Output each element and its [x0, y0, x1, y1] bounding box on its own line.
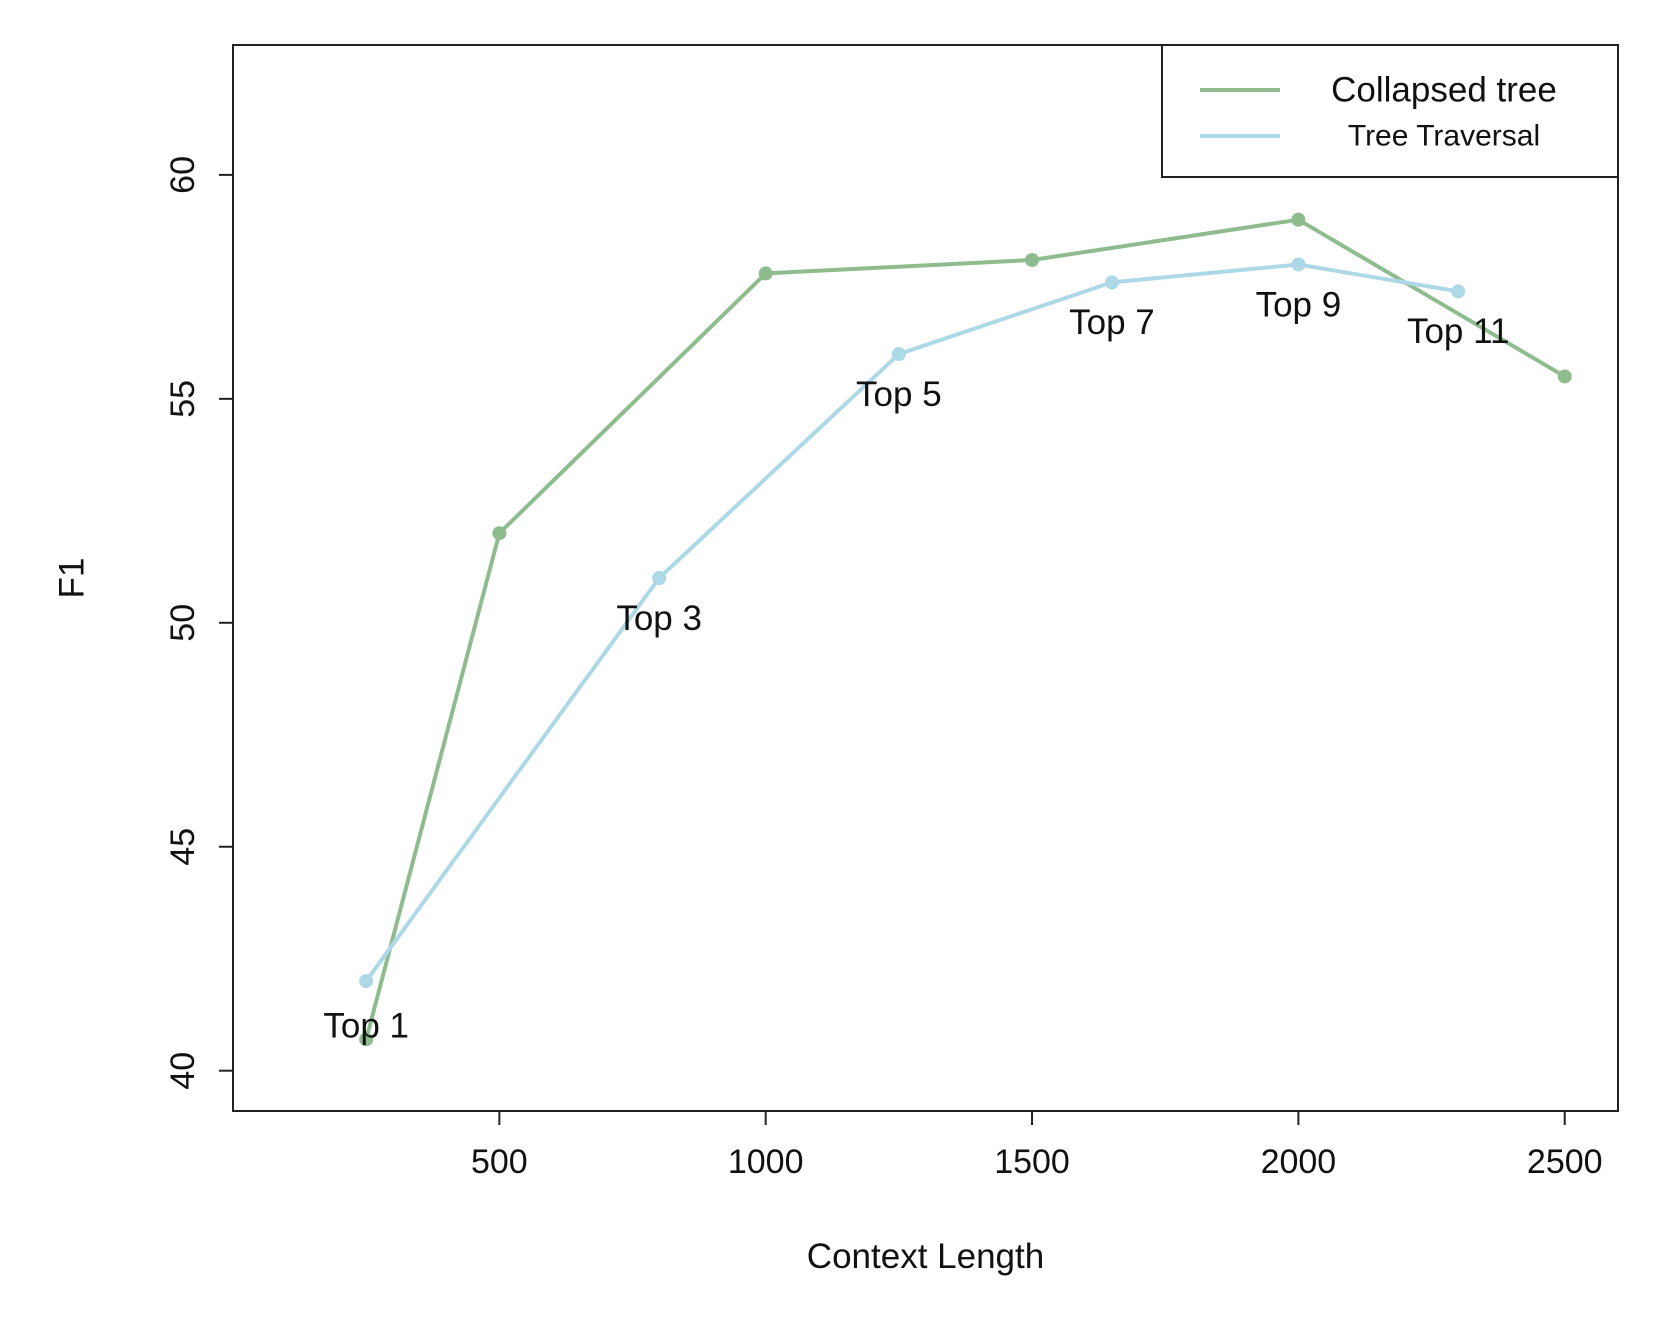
annotation-label: Top 7 — [1069, 303, 1155, 342]
plot-frame — [232, 44, 1619, 1112]
x-axis-title: Context Length — [807, 1237, 1044, 1276]
data-point-collapsed-tree — [1291, 212, 1306, 227]
legend-label-collapsed-tree: Collapsed tree — [1331, 71, 1557, 110]
y-tick-label: 60 — [164, 156, 202, 194]
y-axis-title: F1 — [53, 558, 92, 599]
data-point-collapsed-tree — [1557, 369, 1572, 384]
annotation-label: Top 1 — [323, 1006, 409, 1045]
y-tick-label: 50 — [164, 604, 202, 642]
legend-box — [1161, 44, 1619, 178]
y-tick-label: 55 — [164, 380, 202, 418]
legend-label-tree-traversal: Tree Traversal — [1348, 120, 1540, 153]
annotation-label: Top 9 — [1256, 285, 1342, 324]
annotation-label: Top 5 — [856, 375, 942, 414]
axes: 500 1000 1500 2000 2500 40 45 50 55 60 Context Len… — [53, 44, 1619, 1276]
annotation-label: Top 11 — [1407, 312, 1510, 351]
data-point-tree-traversal — [1451, 284, 1466, 299]
series-line-collapsed-tree — [364, 217, 1567, 1042]
x-tick-label: 2000 — [1261, 1143, 1337, 1181]
legend: Collapsed tree Tree Traversal — [1161, 44, 1619, 178]
x-tick-label: 500 — [471, 1143, 528, 1181]
y-tick-label: 45 — [164, 828, 202, 866]
series-line-tree-traversal — [364, 262, 1461, 984]
data-point-collapsed-tree — [1025, 252, 1040, 267]
data-point-tree-traversal — [1104, 275, 1119, 290]
data-point-tree-traversal — [1291, 257, 1306, 272]
x-tick-label: 2500 — [1527, 1143, 1603, 1181]
data-point-collapsed-tree — [758, 266, 773, 281]
x-tick-label: 1500 — [994, 1143, 1070, 1181]
data-point-collapsed-tree — [359, 1032, 374, 1047]
data-point-collapsed-tree — [492, 526, 507, 541]
data-point-tree-traversal — [359, 974, 374, 989]
y-tick-label: 40 — [164, 1052, 202, 1090]
plot-area: Top 1 Top 3 Top 5 Top 7 Top 9 Top 11 — [323, 212, 1572, 1047]
annotation-label: Top 3 — [616, 599, 702, 638]
data-point-tree-traversal — [891, 347, 906, 362]
data-point-tree-traversal — [652, 571, 667, 585]
x-tick-label: 1000 — [728, 1143, 804, 1181]
